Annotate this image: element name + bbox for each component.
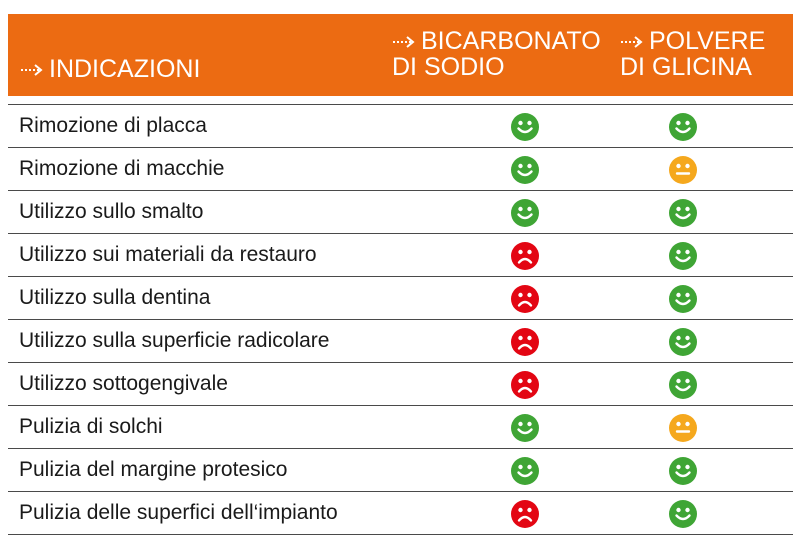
comparison-table: INDICAZIONI BICARBONATO DI SODIO POLVERE… bbox=[8, 14, 793, 535]
good-smiley-icon bbox=[668, 284, 698, 314]
row-label: Utilizzo sottogengivale bbox=[19, 372, 228, 395]
table-body: Rimozione di placca Rimozione di macchie U… bbox=[8, 104, 793, 535]
good-smiley-icon bbox=[668, 370, 698, 400]
table-row: Pulizia del margine protesico bbox=[8, 449, 793, 492]
header-indicazioni-label: INDICAZIONI bbox=[49, 55, 201, 83]
header-glicina: POLVERE DI GLICINA bbox=[620, 28, 765, 80]
header-indicazioni: INDICAZIONI bbox=[20, 56, 200, 82]
table-row: Pulizia di solchi bbox=[8, 406, 793, 449]
good-smiley-icon bbox=[510, 112, 540, 142]
table-row: Utilizzo sullo smalto bbox=[8, 191, 793, 234]
table-header: INDICAZIONI BICARBONATO DI SODIO POLVERE… bbox=[8, 14, 793, 96]
bad-smiley-icon bbox=[510, 499, 540, 529]
header-glicina-line2: DI GLICINA bbox=[620, 53, 752, 81]
bad-smiley-icon bbox=[510, 327, 540, 357]
dotted-arrow-icon bbox=[392, 35, 418, 49]
header-bicarbonato-line1: BICARBONATO bbox=[421, 27, 601, 55]
header-bicarbonato-line2: DI SODIO bbox=[392, 53, 505, 81]
good-smiley-icon bbox=[510, 456, 540, 486]
table-row: Utilizzo sulla superficie radicolare bbox=[8, 320, 793, 363]
row-label: Rimozione di placca bbox=[19, 114, 207, 137]
row-label: Utilizzo sulla dentina bbox=[19, 286, 211, 309]
good-smiley-icon bbox=[668, 456, 698, 486]
good-smiley-icon bbox=[668, 241, 698, 271]
table-row: Pulizia delle superfici dell‘impianto bbox=[8, 492, 793, 535]
table-row: Utilizzo sui materiali da restauro bbox=[8, 234, 793, 277]
table-row: Utilizzo sottogengivale bbox=[8, 363, 793, 406]
good-smiley-icon bbox=[510, 198, 540, 228]
header-glicina-line1: POLVERE bbox=[649, 27, 766, 55]
good-smiley-icon bbox=[668, 112, 698, 142]
table-row: Rimozione di macchie bbox=[8, 148, 793, 191]
good-smiley-icon bbox=[668, 499, 698, 529]
row-label: Utilizzo sulla superficie radicolare bbox=[19, 329, 330, 352]
row-label: Pulizia del margine protesico bbox=[19, 458, 288, 481]
bad-smiley-icon bbox=[510, 370, 540, 400]
row-label: Utilizzo sullo smalto bbox=[19, 200, 204, 223]
dotted-arrow-icon bbox=[20, 63, 46, 77]
row-label: Utilizzo sui materiali da restauro bbox=[19, 243, 317, 266]
row-label: Pulizia di solchi bbox=[19, 415, 163, 438]
dotted-arrow-icon bbox=[620, 35, 646, 49]
row-label: Pulizia delle superfici dell‘impianto bbox=[19, 501, 338, 524]
good-smiley-icon bbox=[668, 198, 698, 228]
good-smiley-icon bbox=[510, 413, 540, 443]
header-bicarbonato: BICARBONATO DI SODIO bbox=[392, 28, 601, 80]
bad-smiley-icon bbox=[510, 241, 540, 271]
row-label: Rimozione di macchie bbox=[19, 157, 225, 180]
bad-smiley-icon bbox=[510, 284, 540, 314]
neutral-smiley-icon bbox=[668, 413, 698, 443]
good-smiley-icon bbox=[510, 155, 540, 185]
neutral-smiley-icon bbox=[668, 155, 698, 185]
table-row: Rimozione di placca bbox=[8, 104, 793, 148]
good-smiley-icon bbox=[668, 327, 698, 357]
table-row: Utilizzo sulla dentina bbox=[8, 277, 793, 320]
